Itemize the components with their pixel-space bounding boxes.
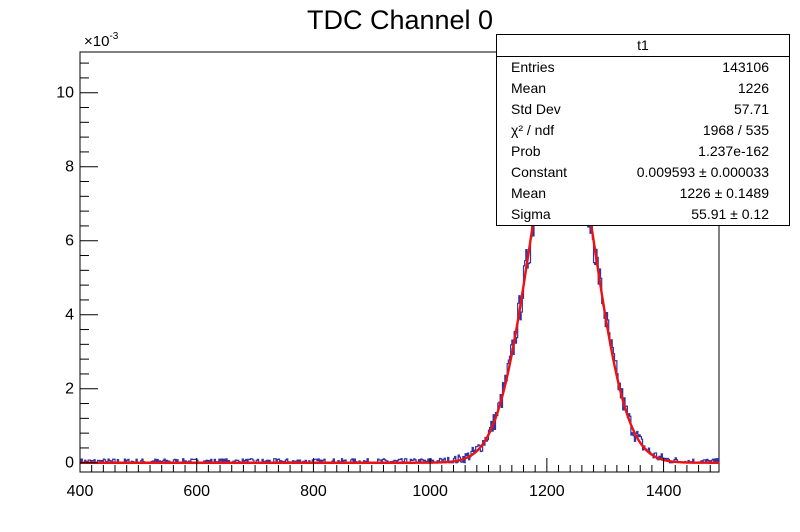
stats-value: 0.009593 ± 0.000033 <box>636 164 769 180</box>
x-tick-label: 800 <box>300 483 327 500</box>
stats-key: Std Dev <box>511 101 561 117</box>
y-tick-label: 8 <box>65 159 74 176</box>
stats-title: t1 <box>497 35 789 57</box>
y-tick-label: 6 <box>65 233 74 250</box>
stats-value: 1.237e-162 <box>698 143 769 159</box>
y-tick-label: 0 <box>65 455 74 472</box>
stats-value: 55.91 ± 0.12 <box>691 206 769 222</box>
plot-frame <box>79 51 720 473</box>
stats-value: 57.71 <box>733 101 769 117</box>
x-tick-label: 1400 <box>646 483 682 500</box>
x-axis: 400 600 800 1000 1200 1400 <box>67 458 711 500</box>
stats-value: 143106 <box>722 59 769 75</box>
histogram-line <box>80 96 719 464</box>
x-tick-label: 1000 <box>412 483 448 500</box>
chart-title: TDC Channel 0 <box>307 5 493 35</box>
stats-value: 1968 / 535 <box>702 122 769 138</box>
stats-row-entries: Entries 143106 <box>497 57 789 78</box>
stats-row-chi2-ndf: χ² / ndf 1968 / 535 <box>497 120 789 141</box>
y-axis: 0 2 4 6 8 10 <box>56 62 98 472</box>
fit-curve <box>80 106 719 464</box>
stats-key: Entries <box>511 59 555 75</box>
stats-key: Mean <box>511 80 547 96</box>
stats-row-constant: Constant 0.009593 ± 0.000033 <box>497 162 789 183</box>
fit-curve-group <box>80 106 719 464</box>
x-tick-label: 1200 <box>529 483 565 500</box>
stats-key: Mean <box>511 185 547 201</box>
histogram <box>80 96 719 464</box>
stats-row-mean: Mean 1226 <box>497 78 789 99</box>
x-tick-label: 600 <box>183 483 210 500</box>
stats-key: Prob <box>511 143 541 159</box>
stats-key: χ² / ndf <box>511 122 555 138</box>
plot-border <box>79 51 720 473</box>
y-tick-label: 2 <box>65 381 74 398</box>
stats-row-prob: Prob 1.237e-162 <box>497 141 789 162</box>
stats-row-fit-mean: Mean 1226 ± 0.1489 <box>497 183 789 204</box>
stats-key: Constant <box>511 164 568 180</box>
y-tick-label: 4 <box>65 307 74 324</box>
stats-key: Sigma <box>511 206 551 222</box>
y-tick-label: 10 <box>56 85 74 102</box>
stats-row-std-dev: Std Dev 57.71 <box>497 99 789 120</box>
y-axis-multiplier-exponent: -3 <box>109 31 118 42</box>
y-axis-multiplier: ×10-3 <box>84 31 119 50</box>
x-tick-label: 400 <box>67 483 94 500</box>
stats-row-sigma: Sigma 55.91 ± 0.12 <box>497 204 789 225</box>
stats-value: 1226 ± 0.1489 <box>679 185 769 201</box>
stats-value: 1226 <box>737 80 769 96</box>
stats-box: t1 Entries 143106 Mean 1226 Std Dev 57.7… <box>496 34 790 226</box>
